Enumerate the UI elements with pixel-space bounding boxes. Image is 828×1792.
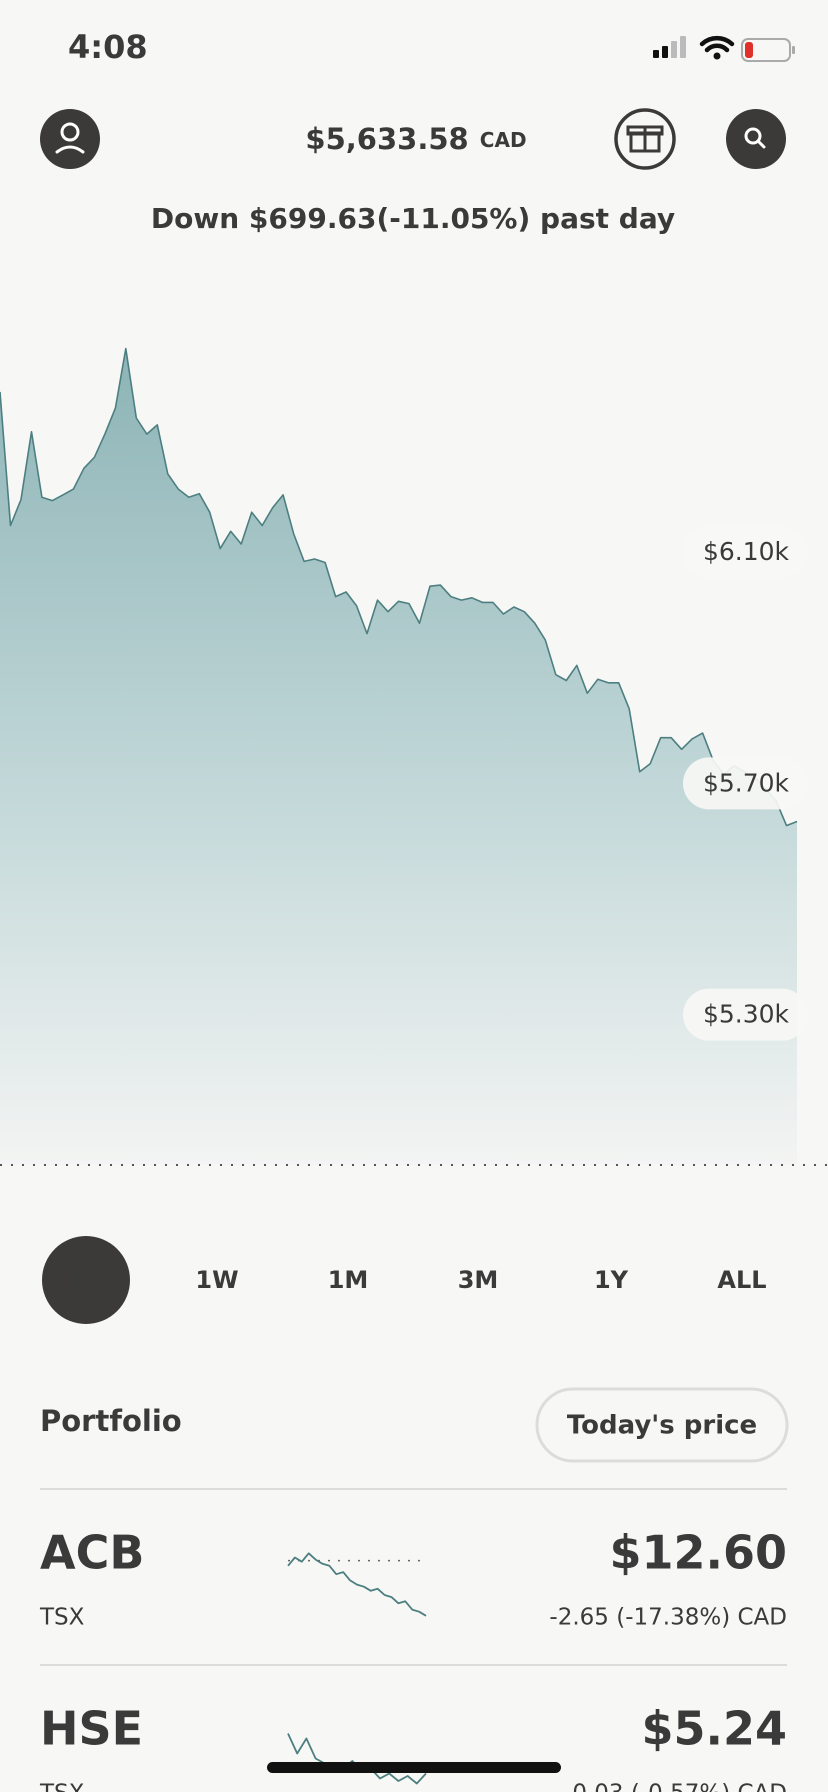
holding-symbol[interactable]: ACB — [40, 1526, 144, 1580]
y-tick-pill — [683, 988, 808, 1041]
home-indicator — [267, 1762, 561, 1773]
line — [0, 347, 798, 827]
y-tick-label: $5.30k — [703, 1000, 790, 1029]
balance: $5,633.58 CAD — [305, 122, 526, 156]
holding-exchange[interactable]: TSX — [39, 1781, 85, 1792]
signal-icon — [653, 36, 686, 58]
y-tick-pill — [683, 757, 808, 810]
search-button[interactable] — [726, 109, 786, 169]
profile-button[interactable] — [40, 109, 100, 169]
range-label[interactable]: ALL — [717, 1266, 766, 1294]
range-button[interactable]: 1W — [195, 1266, 238, 1294]
range-button[interactable]: 1D — [42, 1236, 130, 1324]
holding-symbol[interactable]: HSE — [40, 1702, 143, 1756]
balance-chart: $6.10k $5.70k $5.30k — [0, 347, 828, 1166]
holding-exchange[interactable]: TSX — [39, 1605, 85, 1631]
range-button[interactable]: 3M — [458, 1266, 499, 1294]
holding-price[interactable]: $5.24 — [641, 1702, 787, 1756]
range-label[interactable]: 1D — [68, 1266, 105, 1294]
range-button[interactable]: 1Y — [594, 1266, 629, 1294]
sparkline[interactable] — [287, 1552, 427, 1617]
y-tick-label: $5.70k — [703, 768, 790, 797]
range-label[interactable]: 1W — [195, 1266, 238, 1294]
wifi-icon — [699, 35, 735, 53]
balance-currency: CAD — [480, 128, 527, 152]
wifi-dot — [713, 52, 721, 60]
holding-row[interactable]: HSE TSX $5.24 -0.03 (-0.57%) CAD — [39, 1702, 787, 1792]
todays-price-button[interactable]: Today's price — [535, 1387, 789, 1463]
portfolio-title: Portfolio — [40, 1404, 182, 1438]
range-label[interactable]: 3M — [458, 1266, 499, 1294]
status-time: 4:08 — [68, 28, 148, 66]
battery-icon — [741, 38, 795, 62]
range-button[interactable]: ALL — [717, 1266, 766, 1294]
holding-price[interactable]: $12.60 — [609, 1526, 787, 1580]
range-selector: 1D 1W 1M 3M 1Y ALL — [42, 1236, 767, 1324]
holdings-list: ACB TSX $12.60 -2.65 (-17.38%) CAD HSE TSX $5.… — [39, 1488, 787, 1792]
y-tick-pill — [683, 526, 808, 579]
holding-change[interactable]: -2.65 (-17.38%) CAD — [549, 1605, 787, 1631]
range-button[interactable]: 1M — [328, 1266, 369, 1294]
area-fill — [0, 348, 797, 1166]
y-tick-label: $6.10k — [703, 537, 790, 566]
todays-price-label[interactable]: Today's price — [567, 1411, 757, 1441]
holding-change[interactable]: -0.03 (-0.57%) CAD — [564, 1781, 787, 1792]
range-label[interactable]: 1M — [328, 1266, 369, 1294]
range-selected-bg[interactable] — [42, 1236, 130, 1324]
gift-button[interactable] — [614, 108, 676, 170]
range-label[interactable]: 1Y — [594, 1266, 629, 1294]
balance-amount: $5,633.58 — [305, 122, 468, 156]
holding-row[interactable]: ACB TSX $12.60 -2.65 (-17.38%) CAD — [39, 1526, 787, 1631]
day-change: Down $699.63(-11.05%) past day — [151, 202, 675, 235]
